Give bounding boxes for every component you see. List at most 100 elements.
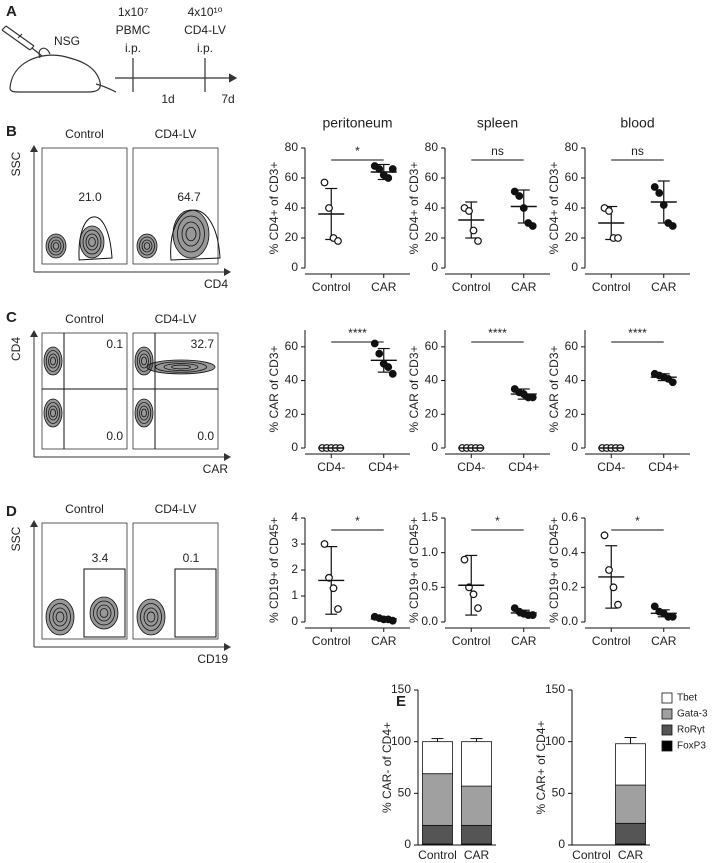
y-axis-label: % CAR+ of CD4+ (534, 720, 548, 814)
panel-letter: D (6, 503, 17, 520)
legend-label: RoRγt (677, 725, 705, 736)
data-point (384, 363, 393, 371)
y-axis-label: % CD4+ of CD3+ (267, 162, 281, 255)
data-point (388, 369, 397, 378)
y-axis-label: % CAR- of CD4+ (380, 722, 394, 813)
x-tick-label: CD4+ (368, 460, 399, 474)
data-point (334, 237, 342, 245)
x-tick-label: Control (572, 848, 611, 862)
y-tick-label: 0 (431, 260, 438, 274)
density-contour (45, 402, 61, 424)
x-axis-label: CD19 (197, 652, 228, 666)
condition-label: CD4-LV (155, 502, 197, 516)
plot-frame (132, 522, 219, 640)
density-contour (82, 229, 102, 255)
data-point (528, 393, 537, 402)
density-contour (43, 346, 63, 376)
quadrant-value: 0.0 (106, 429, 123, 443)
chart-title: blood (620, 115, 654, 131)
density-contour (45, 233, 67, 259)
significance-label: **** (348, 326, 367, 340)
data-point (320, 540, 329, 548)
y-tick-label: 150 (391, 682, 411, 696)
density-contour (139, 405, 149, 421)
y-tick-label: 0 (431, 440, 438, 454)
density-contour (48, 405, 58, 421)
density-contour (136, 233, 158, 259)
x-tick-label: Control (592, 634, 631, 648)
legend-label: Gata-3 (677, 709, 708, 720)
bar-segment (461, 785, 492, 826)
x-tick-label: CD4- (597, 460, 625, 474)
bar-segment (422, 773, 453, 826)
density-contour (185, 226, 197, 242)
y-tick-label: 150 (545, 682, 565, 696)
bar-segment (615, 743, 646, 786)
legend-swatch (661, 724, 673, 736)
data-point (460, 555, 469, 564)
legend-swatch (661, 692, 673, 704)
density-contour (172, 209, 210, 259)
y-tick-label: 0.0 (561, 614, 578, 628)
plot-frame (41, 522, 128, 640)
density-contour (88, 237, 96, 247)
y-tick-label: 2 (291, 562, 298, 576)
day-label: 1d (161, 92, 174, 106)
y-tick-label: 0.2 (561, 580, 578, 594)
chart-title: spleen (477, 115, 518, 131)
data-point (650, 183, 659, 191)
density-contour (171, 364, 191, 370)
density-contour (50, 408, 56, 418)
density-contour (143, 242, 151, 250)
x-axis-label: CD4 (204, 277, 228, 291)
x-tick-label: CAR (464, 848, 490, 862)
density-contour (93, 600, 115, 626)
plot-frame (132, 147, 219, 265)
gate (174, 568, 217, 638)
y-tick-label: 0 (291, 260, 298, 274)
density-contour (141, 356, 147, 366)
y-tick-label: 20 (285, 230, 299, 244)
x-tick-label: Control (452, 634, 491, 648)
density-contour (146, 611, 156, 623)
x-tick-label: CD4- (457, 460, 485, 474)
x-tick-label: CAR (371, 280, 397, 294)
bar-segment (615, 822, 646, 845)
y-tick-label: 1.0 (421, 545, 438, 559)
x-tick-label: CAR (511, 280, 537, 294)
chart-title: peritoneum (322, 115, 392, 131)
bar-segment (422, 824, 453, 845)
bar-segment (461, 741, 492, 787)
condition-label: CD4-LV (155, 312, 197, 326)
quadrant-value: 0.0 (197, 429, 214, 443)
y-tick-label: 60 (565, 170, 579, 184)
x-tick-label: Control (418, 848, 457, 862)
plot-frame (132, 332, 219, 450)
y-axis-label: % CD19+ of CD45+ (547, 517, 561, 623)
density-contour (48, 353, 58, 369)
density-contour (85, 233, 99, 251)
x-tick-label: Control (312, 634, 351, 648)
significance-label: * (355, 144, 360, 158)
route-label: i.p. (125, 41, 141, 55)
density-contour (99, 608, 109, 618)
y-tick-label: 100 (391, 734, 411, 748)
bar-segment (461, 824, 492, 845)
density-contour (45, 598, 75, 636)
data-point (465, 207, 473, 215)
y-tick-label: 0 (291, 440, 298, 454)
y-tick-label: 0 (404, 837, 411, 851)
y-tick-label: 40 (425, 373, 439, 387)
panel-letter: A (6, 3, 17, 20)
density-contour (43, 398, 63, 428)
significance-label: **** (628, 326, 647, 340)
y-tick-label: 80 (425, 140, 439, 154)
data-point (384, 174, 393, 182)
condition-label: Control (65, 127, 104, 141)
y-axis-label: % CAR of CD3+ (407, 345, 421, 432)
data-point (650, 602, 659, 611)
x-tick-label: CD4- (317, 460, 345, 474)
significance-label: **** (488, 326, 507, 340)
y-tick-label: 1 (291, 588, 298, 602)
y-axis-label: % CAR of CD3+ (547, 345, 561, 432)
